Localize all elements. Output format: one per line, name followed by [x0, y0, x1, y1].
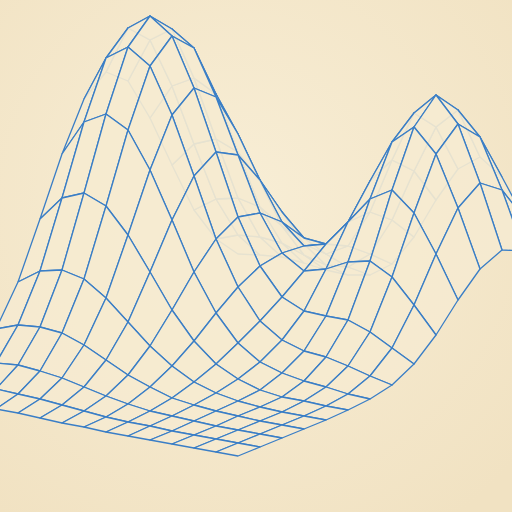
surface [0, 16, 512, 456]
page [0, 0, 512, 512]
chart [0, 0, 512, 512]
surface-cell [216, 443, 260, 456]
paper [0, 0, 512, 512]
